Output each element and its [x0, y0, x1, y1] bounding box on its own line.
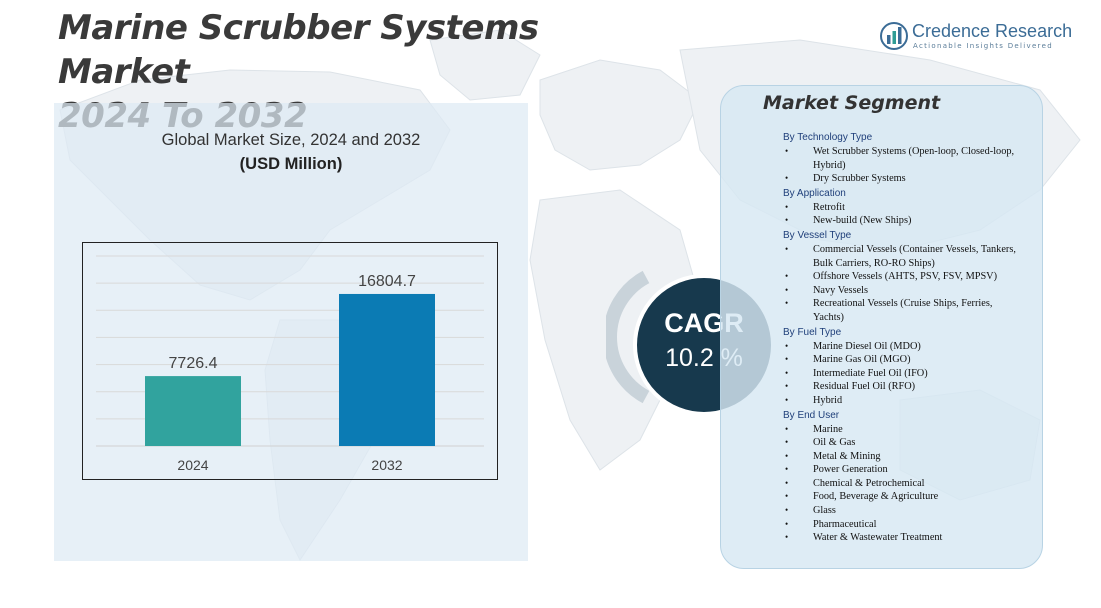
- segment-item: Retrofit: [783, 201, 1023, 215]
- segment-item: Intermediate Fuel Oil (IFO): [783, 367, 1023, 381]
- segment-item: Navy Vessels: [783, 284, 1023, 298]
- segment-list: By Technology Type Wet Scrubber Systems (…: [783, 130, 1023, 545]
- segment-item: New-build (New Ships): [783, 214, 1023, 228]
- market-segment-panel: Market Segment By Technology Type Wet Scr…: [720, 85, 1043, 569]
- segment-group-title: By Vessel Type: [783, 229, 852, 241]
- chart-panel: Global Market Size, 2024 and 2032 (USD M…: [54, 103, 528, 561]
- chart-frame: [82, 242, 498, 480]
- category-label: 2032: [371, 457, 402, 473]
- segment-group-title: By Fuel Type: [783, 326, 842, 338]
- segment-item: Glass: [783, 504, 1023, 518]
- cagr-ring-decoration: [606, 270, 650, 404]
- segment-item: Marine Diesel Oil (MDO): [783, 340, 1023, 354]
- bar-value-label: 16804.7: [358, 273, 416, 290]
- map-greenland: [429, 29, 541, 101]
- segment-item: Commercial Vessels (Container Vessels, T…: [783, 243, 1023, 270]
- segment-item: Residual Fuel Oil (RFO): [783, 380, 1023, 394]
- bar-2032: [339, 293, 435, 446]
- segment-group-title: By Technology Type: [783, 132, 873, 143]
- segment-item: Metal & Mining: [783, 450, 1023, 464]
- title-line-1: Marine Scrubber Systems Market: [58, 8, 539, 92]
- bar-chart-logo-icon: [880, 22, 908, 50]
- segment-item: Oil & Gas: [783, 436, 1023, 450]
- bar-value-label: 7726.4: [169, 355, 218, 372]
- bar-2024: [145, 376, 241, 446]
- segment-item: Marine Gas Oil (MGO): [783, 353, 1023, 367]
- logo-tagline: Actionable Insights Delivered: [913, 42, 1053, 50]
- segment-group-title: By Application: [783, 187, 846, 199]
- map-europe: [539, 59, 701, 171]
- company-logo: Credence Research Actionable Insights De…: [880, 20, 1073, 54]
- segment-heading: Market Segment: [763, 92, 941, 114]
- category-label: 2024: [177, 457, 208, 473]
- segment-item: Chemical & Petrochemical: [783, 477, 1023, 491]
- logo-name: Credence Research: [912, 21, 1073, 41]
- segment-item: Wet Scrubber Systems (Open-loop, Closed-…: [783, 145, 1023, 172]
- segment-item: Dry Scrubber Systems: [783, 172, 1023, 186]
- segment-item: Marine: [783, 423, 1023, 437]
- segment-group-title: By End User: [783, 409, 840, 421]
- segment-item: Pharmaceutical: [783, 518, 1023, 532]
- segment-item: Water & Wastewater Treatment: [783, 531, 1023, 545]
- segment-item: Hybrid: [783, 394, 1023, 408]
- chart-unit-label: (USD Million): [239, 155, 343, 173]
- segment-item: Recreational Vessels (Cruise Ships, Ferr…: [783, 297, 1023, 324]
- chart-title: Global Market Size, 2024 and 2032: [161, 131, 421, 149]
- segment-item: Power Generation: [783, 463, 1023, 477]
- bar-chart: 7726.4 2024 16804.7 2032: [82, 242, 498, 480]
- segment-item: Food, Beverage & Agriculture: [783, 490, 1023, 504]
- segment-item: Offshore Vessels (AHTS, PSV, FSV, MPSV): [783, 270, 1023, 284]
